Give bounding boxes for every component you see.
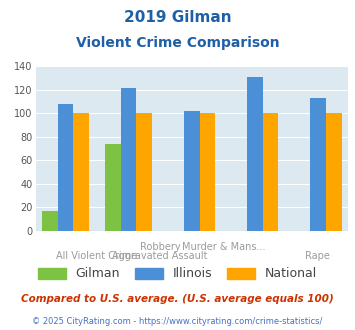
Text: Murder & Mans...: Murder & Mans... xyxy=(181,242,265,251)
Bar xyxy=(121,88,136,231)
Bar xyxy=(73,113,89,231)
Text: All Violent Crime: All Violent Crime xyxy=(56,251,138,261)
Bar xyxy=(42,211,58,231)
Text: Compared to U.S. average. (U.S. average equals 100): Compared to U.S. average. (U.S. average … xyxy=(21,294,334,304)
Bar xyxy=(326,113,342,231)
Text: Violent Crime Comparison: Violent Crime Comparison xyxy=(76,36,279,50)
Text: Aggravated Assault: Aggravated Assault xyxy=(113,251,208,261)
Text: Rape: Rape xyxy=(306,251,331,261)
Text: Robbery: Robbery xyxy=(140,242,180,251)
Bar xyxy=(247,77,263,231)
Bar xyxy=(58,104,73,231)
Bar xyxy=(136,113,152,231)
Bar xyxy=(184,111,200,231)
Bar xyxy=(263,113,278,231)
Bar xyxy=(105,144,121,231)
Bar xyxy=(200,113,215,231)
Legend: Gilman, Illinois, National: Gilman, Illinois, National xyxy=(34,264,321,284)
Text: © 2025 CityRating.com - https://www.cityrating.com/crime-statistics/: © 2025 CityRating.com - https://www.city… xyxy=(32,317,323,326)
Bar xyxy=(310,98,326,231)
Text: 2019 Gilman: 2019 Gilman xyxy=(124,10,231,25)
